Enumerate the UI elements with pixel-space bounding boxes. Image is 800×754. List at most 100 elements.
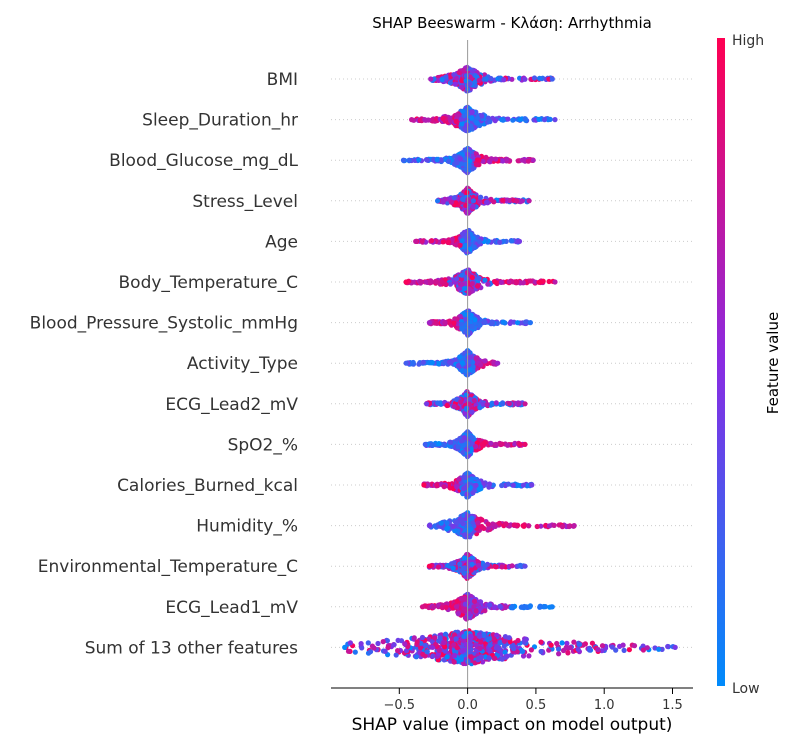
shap-point bbox=[492, 564, 497, 569]
shap-point bbox=[443, 282, 448, 287]
points-layer bbox=[342, 65, 678, 666]
shap-point bbox=[459, 282, 464, 287]
shap-point bbox=[477, 199, 482, 204]
shap-point bbox=[435, 198, 440, 203]
shap-point bbox=[489, 402, 494, 407]
shap-point bbox=[536, 280, 541, 285]
shap-point bbox=[532, 75, 537, 80]
shap-point bbox=[435, 400, 440, 405]
shap-point bbox=[466, 355, 471, 360]
shap-point bbox=[515, 320, 520, 325]
shap-point bbox=[457, 70, 462, 75]
shap-point bbox=[572, 523, 577, 528]
shap-point bbox=[535, 524, 540, 529]
shap-point bbox=[547, 523, 552, 528]
feature-label: ECG_Lead2_mV bbox=[165, 395, 298, 415]
shap-point bbox=[428, 279, 433, 284]
shap-point bbox=[483, 358, 488, 363]
shap-point bbox=[473, 444, 478, 449]
shap-point bbox=[506, 482, 511, 487]
shap-point bbox=[433, 279, 438, 284]
shap-point bbox=[484, 77, 489, 82]
shap-point bbox=[497, 240, 502, 245]
shap-point bbox=[464, 534, 469, 539]
feature-label: Humidity_% bbox=[196, 517, 298, 537]
shap-point bbox=[451, 566, 456, 571]
shap-point bbox=[528, 278, 533, 283]
shap-point bbox=[517, 239, 522, 244]
shap-point bbox=[470, 281, 475, 286]
shap-point bbox=[459, 519, 464, 524]
shap-point bbox=[486, 485, 491, 490]
feature-label: Sum of 13 other features bbox=[85, 638, 298, 658]
shap-point bbox=[490, 320, 495, 325]
shap-point bbox=[416, 362, 421, 367]
shap-point bbox=[413, 239, 418, 244]
shap-point bbox=[435, 157, 440, 162]
shap-point bbox=[475, 520, 480, 525]
shap-point bbox=[505, 443, 510, 448]
shap-point bbox=[548, 117, 553, 122]
shap-point bbox=[522, 442, 527, 447]
shap-point bbox=[464, 492, 469, 497]
shap-point bbox=[427, 523, 432, 528]
shap-point bbox=[476, 563, 481, 568]
shap-point bbox=[517, 117, 522, 122]
shap-point bbox=[472, 317, 477, 322]
shap-point bbox=[488, 441, 493, 446]
shap-point bbox=[477, 78, 482, 83]
shap-point bbox=[474, 356, 479, 361]
shap-point bbox=[503, 521, 508, 526]
shap-point bbox=[456, 444, 461, 449]
shap-point bbox=[518, 563, 523, 568]
feature-rows: BMISleep_Duration_hrBlood_Glucose_mg_dLS… bbox=[30, 70, 693, 658]
shap-point bbox=[433, 321, 438, 326]
shap-point bbox=[460, 567, 465, 572]
shap-point bbox=[567, 524, 572, 529]
shap-point bbox=[464, 407, 469, 412]
feature-label: Blood_Pressure_Systolic_mmHg bbox=[30, 314, 298, 334]
shap-point bbox=[491, 199, 496, 204]
shap-point bbox=[459, 161, 464, 166]
shap-point bbox=[418, 279, 423, 284]
shap-point bbox=[436, 441, 441, 446]
shap-point bbox=[452, 404, 457, 409]
shap-point bbox=[500, 401, 505, 406]
shap-point bbox=[475, 121, 480, 126]
shap-point bbox=[479, 524, 484, 529]
shap-point bbox=[472, 244, 477, 249]
shap-point bbox=[441, 239, 446, 244]
shap-point bbox=[462, 475, 467, 480]
shap-point bbox=[448, 360, 453, 365]
shap-point bbox=[477, 276, 482, 281]
shap-point bbox=[507, 401, 512, 406]
shap-point bbox=[536, 117, 541, 122]
shap-point bbox=[469, 115, 474, 120]
shap-point bbox=[444, 526, 449, 531]
shap-point bbox=[485, 402, 490, 407]
shap-point bbox=[475, 284, 480, 289]
shap-point bbox=[452, 195, 457, 200]
feature-label: Stress_Level bbox=[192, 192, 298, 212]
shap-point bbox=[446, 159, 451, 164]
shap-point bbox=[484, 200, 489, 205]
shap-point bbox=[421, 482, 426, 487]
shap-point bbox=[499, 483, 504, 488]
shap-point bbox=[454, 276, 459, 281]
feature-label: SpO2_% bbox=[228, 435, 298, 455]
shap-point bbox=[480, 442, 485, 447]
shap-point bbox=[428, 76, 433, 81]
shap-point bbox=[451, 524, 456, 529]
shap-point bbox=[439, 521, 444, 526]
shap-point bbox=[521, 524, 526, 529]
shap-point bbox=[467, 367, 472, 372]
shap-point bbox=[460, 360, 465, 365]
shap-point bbox=[459, 438, 464, 443]
shap-point bbox=[457, 286, 462, 291]
shap-point bbox=[493, 118, 498, 123]
shap-point bbox=[529, 482, 534, 487]
shap-point bbox=[501, 77, 506, 82]
shap-point bbox=[440, 77, 445, 82]
shap-point bbox=[486, 116, 491, 121]
shap-point bbox=[499, 280, 504, 285]
